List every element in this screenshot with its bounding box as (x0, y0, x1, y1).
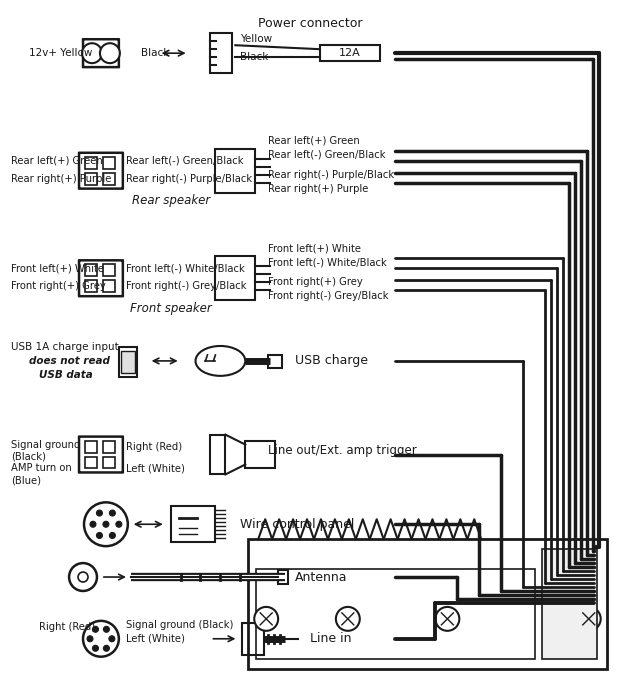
Circle shape (69, 563, 97, 591)
Circle shape (104, 646, 109, 651)
Circle shape (336, 607, 360, 631)
Text: Rear right(-) Purple/Black: Rear right(-) Purple/Black (126, 174, 252, 184)
Text: Wire control panel: Wire control panel (241, 518, 355, 530)
Bar (85, 441, 97, 453)
Circle shape (82, 43, 102, 63)
FancyBboxPatch shape (79, 437, 123, 473)
Text: Rear right(+) Purple: Rear right(+) Purple (11, 174, 112, 184)
Circle shape (92, 646, 99, 651)
Bar (215, 148, 255, 193)
Bar (103, 456, 115, 469)
Bar (256, 569, 535, 659)
Text: Front right(+) Grey: Front right(+) Grey (268, 277, 363, 287)
Text: Line out/Ext. amp trigger: Line out/Ext. amp trigger (268, 444, 417, 457)
Bar (85, 281, 97, 292)
Circle shape (92, 627, 99, 632)
Circle shape (116, 521, 122, 527)
Text: Right (Red): Right (Red) (126, 441, 182, 452)
Text: Front right(-) Grey/Black: Front right(-) Grey/Black (268, 291, 389, 301)
Circle shape (109, 533, 115, 539)
Bar (103, 264, 115, 276)
Bar (542, 549, 596, 659)
Bar (85, 157, 97, 169)
Circle shape (577, 607, 601, 631)
Text: Front speaker: Front speaker (130, 302, 211, 315)
Circle shape (254, 607, 278, 631)
Bar (242, 623, 264, 654)
Circle shape (97, 533, 102, 539)
Circle shape (84, 503, 128, 546)
Circle shape (100, 43, 120, 63)
Text: Rear right(-) Purple/Black: Rear right(-) Purple/Black (268, 170, 394, 180)
Text: USB data: USB data (39, 370, 93, 380)
Text: Front right(-) Grey/Black: Front right(-) Grey/Black (126, 281, 246, 291)
Circle shape (109, 636, 115, 642)
Text: 12A: 12A (339, 48, 361, 58)
Text: Right (Red): Right (Red) (39, 622, 95, 632)
Text: Left (White): Left (White) (126, 464, 185, 473)
Text: 12v+ Yellow: 12v+ Yellow (29, 48, 92, 58)
Circle shape (83, 621, 119, 656)
Text: (Blue): (Blue) (11, 475, 42, 486)
Text: Antenna: Antenna (295, 571, 348, 584)
Circle shape (78, 572, 88, 582)
FancyBboxPatch shape (79, 153, 123, 189)
Bar (278, 570, 288, 584)
Text: Signal ground: Signal ground (11, 439, 81, 449)
Bar (170, 506, 215, 542)
Text: Yellow: Yellow (241, 34, 272, 44)
Bar (248, 539, 606, 669)
Text: Black: Black (141, 48, 169, 58)
Text: (Black): (Black) (11, 452, 46, 462)
Bar (85, 456, 97, 469)
FancyBboxPatch shape (83, 39, 119, 67)
Circle shape (87, 636, 93, 642)
Circle shape (90, 521, 96, 527)
Circle shape (104, 627, 109, 632)
Text: Rear left(+) Green: Rear left(+) Green (11, 156, 103, 165)
Bar (210, 434, 226, 475)
Text: Left (White): Left (White) (126, 634, 185, 644)
Text: Front left(+) White: Front left(+) White (11, 264, 104, 273)
Text: Rear left(-) Green/Black: Rear left(-) Green/Black (126, 156, 243, 165)
Circle shape (435, 607, 459, 631)
Text: Front left(-) White/Black: Front left(-) White/Black (268, 257, 387, 268)
Text: USB 1A charge input: USB 1A charge input (11, 342, 119, 352)
Circle shape (97, 510, 102, 516)
Ellipse shape (195, 346, 246, 376)
Bar (210, 33, 232, 73)
Text: AMP turn on: AMP turn on (11, 464, 72, 473)
Bar (103, 173, 115, 185)
Text: Rear left(+) Green: Rear left(+) Green (268, 136, 360, 146)
Text: Black: Black (241, 52, 268, 62)
Text: does not read: does not read (29, 356, 110, 366)
Bar (103, 157, 115, 169)
Text: Power connector: Power connector (258, 17, 362, 31)
Bar (85, 173, 97, 185)
Circle shape (103, 521, 109, 527)
Text: Front right(+) Grey: Front right(+) Grey (11, 281, 106, 291)
Bar (268, 355, 282, 368)
Text: Rear left(-) Green/Black: Rear left(-) Green/Black (268, 150, 386, 160)
Bar (85, 264, 97, 276)
Bar (121, 351, 135, 373)
Text: Line in: Line in (310, 632, 352, 646)
Bar (246, 441, 275, 469)
Text: USB charge: USB charge (295, 354, 368, 368)
Circle shape (109, 510, 115, 516)
Bar (103, 441, 115, 453)
Bar (119, 347, 137, 377)
Text: Front left(-) White/Black: Front left(-) White/Black (126, 264, 244, 273)
FancyBboxPatch shape (79, 260, 123, 296)
Bar (215, 256, 255, 300)
Text: Rear speaker: Rear speaker (131, 194, 210, 207)
Bar (103, 281, 115, 292)
Text: Rear right(+) Purple: Rear right(+) Purple (268, 184, 368, 193)
Bar (320, 45, 379, 61)
Text: Front left(+) White: Front left(+) White (268, 243, 361, 253)
Text: Signal ground (Black): Signal ground (Black) (126, 620, 233, 630)
